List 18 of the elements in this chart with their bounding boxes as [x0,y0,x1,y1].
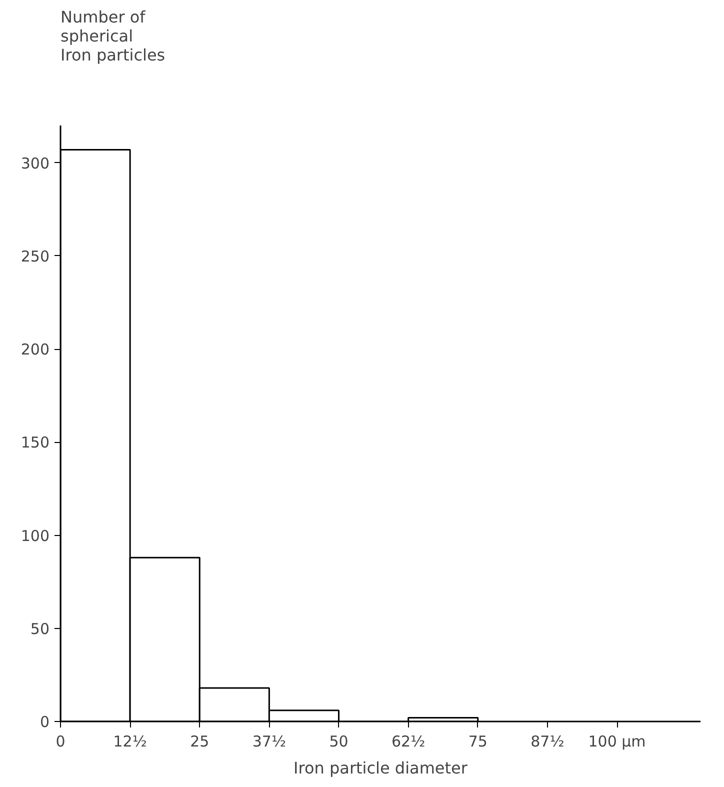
y-tick-label: 250 [20,247,50,266]
y-tick-label: 0 [40,713,50,731]
y-tick-label: 50 [30,620,50,638]
y-tick-label: 300 [20,154,50,172]
x-tick-label: 75 [468,732,488,750]
x-tick-label: 62½ [392,732,426,750]
x-axis-title: Iron particle diameter [294,758,468,778]
x-tick-label: 37½ [252,732,286,750]
x-tick-label: 100 µm [588,732,646,750]
y-tick-label: 100 [20,526,50,545]
x-tick-label: 50 [329,732,348,750]
y-tick-label: 150 [20,434,50,452]
y-tick-label: 200 [20,340,50,358]
x-tick-label: 12½ [113,732,147,750]
x-tick-label: 87½ [530,732,564,750]
x-tick-label: 0 [56,732,66,750]
y-axis-title: Number of spherical Iron particles [60,8,166,64]
x-tick-label: 25 [190,732,210,750]
